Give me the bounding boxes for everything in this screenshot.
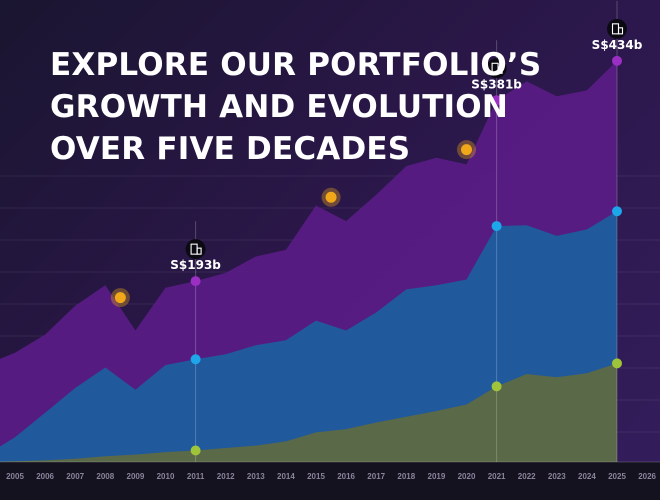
point-bottom-2011: [190, 445, 201, 456]
headline-line-2: GROWTH AND EVOLUTION: [50, 89, 508, 125]
x-tick-label-2023: 2023: [548, 472, 566, 481]
milestone-marker-3: [461, 144, 472, 156]
point-total-2021: [491, 95, 502, 106]
x-tick-label-2025: 2025: [608, 472, 626, 481]
value-callouts: S$193b S$381b S$434b: [170, 18, 643, 272]
x-tick-label-2017: 2017: [367, 472, 385, 481]
area-middle: [0, 211, 617, 462]
x-tick-label-2013: 2013: [247, 472, 265, 481]
building-icon: [607, 18, 627, 39]
point-middle-2025: [612, 206, 622, 217]
data-points: [190, 55, 622, 456]
callout-label-2011: S$193b: [170, 258, 221, 272]
point-bottom-2025: [612, 358, 622, 369]
area-bottom: [0, 363, 617, 462]
x-tick-label-2026: 2026: [638, 472, 656, 481]
callout-label-2025: S$434b: [592, 38, 643, 52]
x-axis: 2005 2006 2007 2008 2009 2010 2011 2012 2013 2014…: [0, 461, 660, 500]
x-tick-label-2006: 2006: [36, 472, 54, 481]
milestone-marker-1: [114, 292, 126, 304]
x-tick-label-2011: 2011: [187, 472, 205, 481]
point-middle-2011: [190, 354, 201, 365]
point-bottom-2021: [491, 381, 502, 392]
x-tick-label-2009: 2009: [127, 472, 145, 481]
building-icon-annex: [497, 66, 503, 74]
x-tick-label-2020: 2020: [458, 472, 476, 481]
x-tick-label-2018: 2018: [397, 472, 415, 481]
point-total-2011: [190, 276, 201, 287]
x-tick-label-2007: 2007: [66, 472, 84, 481]
building-icon-annex: [196, 247, 202, 255]
x-tick-label-2016: 2016: [337, 472, 355, 481]
x-tick-label-2015: 2015: [307, 472, 325, 481]
point-middle-2021: [491, 221, 502, 232]
milestone-markers: [110, 140, 476, 308]
highlight-lines: [195, 0, 618, 462]
x-tick-label-2005: 2005: [6, 472, 24, 481]
x-tick-label-2024: 2024: [578, 472, 596, 481]
headline-line-3: OVER FIVE DECADES: [50, 131, 411, 167]
x-axis-band: [0, 462, 660, 500]
stacked-areas: [0, 60, 617, 462]
point-total-2025: [612, 55, 622, 66]
building-icon: [185, 239, 206, 260]
x-tick-label-2022: 2022: [518, 472, 536, 481]
x-tick-label-2008: 2008: [96, 472, 114, 481]
building-icon-annex: [617, 27, 624, 35]
headline-line-1: EXPLORE OUR PORTFOLIO’S: [50, 47, 542, 83]
x-tick-label-2014: 2014: [277, 472, 295, 481]
milestone-marker-2: [325, 191, 337, 203]
x-tick-label-2021: 2021: [488, 472, 506, 481]
x-tick-label-2012: 2012: [217, 472, 235, 481]
page-headline: EXPLORE OUR PORTFOLIO’S GROWTH AND EVOLU…: [50, 44, 541, 170]
x-tick-label-2019: 2019: [428, 472, 446, 481]
callout-label-2021: S$381b: [471, 77, 522, 91]
x-tick-label-2010: 2010: [157, 472, 175, 481]
